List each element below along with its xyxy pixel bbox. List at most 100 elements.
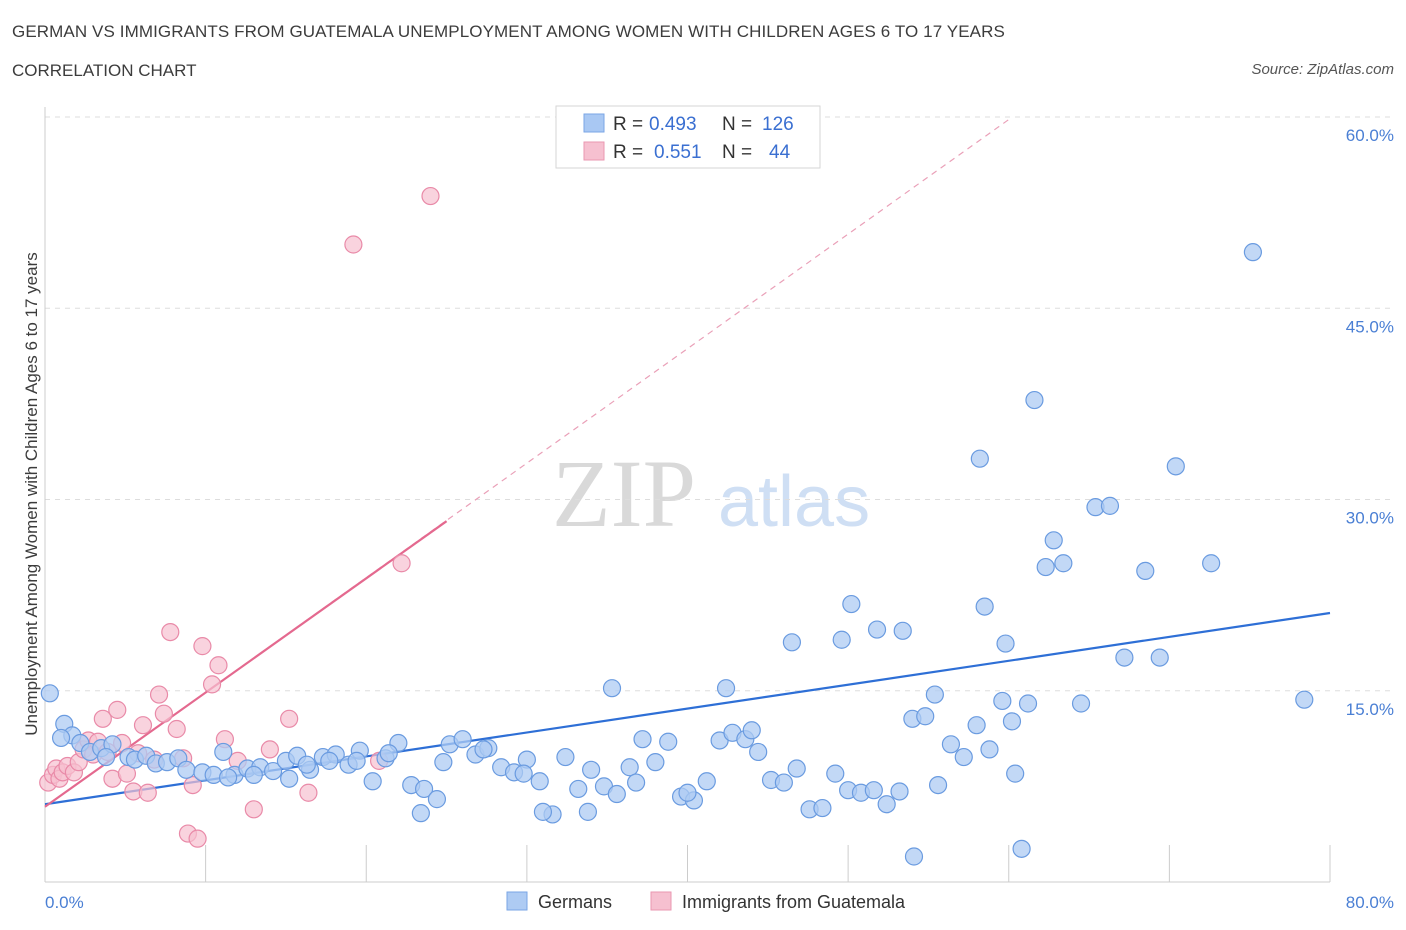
point-guatemala [108,700,127,719]
axes [44,107,1331,883]
point-guatemala [193,637,212,656]
point-germans [996,634,1015,653]
point-germans [1018,694,1038,713]
y-tick-label: 45.0% [1346,317,1394,336]
gridlines [45,116,1394,692]
chart-title: GERMAN VS IMMIGRANTS FROM GUATEMALA UNEM… [12,22,1005,41]
point-germans [697,772,716,791]
bottom-legend-swatch-guatemala [650,891,672,911]
point-germans [1136,561,1155,581]
bottom-legend-swatch-germans [506,891,528,911]
series-legend: Germans Immigrants from Guatemala [506,891,906,912]
point-guatemala [183,775,202,795]
point-guatemala [209,656,228,675]
bottom-legend-label-guatemala: Immigrants from Guatemala [682,892,906,912]
point-germans [967,716,986,735]
point-guatemala [244,800,263,819]
point-germans [1071,694,1091,713]
point-germans [842,594,861,614]
point-germans [893,621,912,640]
point-guatemala [167,719,186,739]
point-germans [582,760,601,779]
stats-legend: R = 0.493 N = 126 R = 0.551 N = 44 [555,105,821,169]
point-germans [975,597,994,616]
point-germans [626,773,646,792]
point-germans [877,795,896,814]
source-credit: Source: ZipAtlas.com [1251,61,1394,78]
point-germans [832,630,851,649]
point-germans [864,781,883,800]
point-germans [1115,648,1134,667]
point-germans [214,742,233,762]
legend-n-label-germans: N = [722,114,752,135]
legend-r-value-guatemala: 0.551 [654,142,702,163]
point-germans [1150,648,1169,667]
point-germans [569,779,588,799]
legend-r-label-guatemala: R = [613,142,643,163]
point-germans [414,779,434,799]
point-germans [297,755,316,774]
point-germans [970,449,989,468]
point-germans [1012,839,1031,858]
watermark-zip: ZIP [552,440,696,547]
point-germans [280,769,299,788]
x-tick-label-min: 0.0% [45,893,84,912]
point-guatemala [421,186,440,206]
x-tick-label-max: 80.0% [1346,893,1394,912]
legend-n-value-germans: 126 [762,114,794,135]
legend-n-label-guatemala: N = [722,142,752,163]
point-germans [954,747,973,767]
point-germans [1006,764,1025,783]
point-germans [813,798,832,818]
point-germans [40,684,59,703]
point-germans [1243,243,1263,262]
point-germans [787,759,806,778]
point-germans [533,802,553,821]
point-germans [320,751,339,770]
point-germans [607,784,626,804]
point-germans [925,685,944,704]
watermark: ZIP atlas [552,440,870,547]
point-guatemala [260,740,279,759]
point-germans [474,740,493,759]
point-germans [379,744,398,763]
point-guatemala [392,554,411,573]
point-germans [411,804,430,823]
point-germans [980,740,999,759]
point-germans [1295,690,1314,709]
point-germans [1100,496,1120,515]
point-germans [530,772,549,791]
legend-r-value-germans: 0.493 [649,114,697,135]
point-germans [890,782,909,801]
point-germans [774,773,793,792]
point-germans [1202,554,1221,573]
chart-subtitle: CORRELATION CHART [12,61,197,80]
legend-n-value-guatemala: 44 [769,142,791,163]
point-germans [244,765,263,785]
bottom-legend-label-germans: Germans [538,892,612,912]
point-germans [1002,712,1022,731]
point-guatemala [188,829,207,848]
point-guatemala [280,709,299,728]
point-germans [678,783,697,802]
point-guatemala [133,716,153,735]
point-germans [867,620,887,639]
point-germans [716,679,736,698]
point-guatemala [202,675,222,694]
point-germans [659,732,678,751]
point-germans [1054,554,1073,573]
point-guatemala [138,783,157,802]
point-guatemala [161,622,180,642]
point-germans [928,775,948,795]
legend-r-label-germans: R = [613,114,643,135]
point-germans [263,761,283,781]
y-tick-labels: 15.0% 30.0% 45.0% 60.0% [1346,126,1394,719]
point-germans [602,679,622,698]
point-germans [1025,390,1044,410]
y-tick-label: 15.0% [1346,700,1394,719]
point-germans [347,751,366,770]
point-germans [742,721,761,740]
point-germans [749,742,768,762]
point-germans [556,747,575,767]
